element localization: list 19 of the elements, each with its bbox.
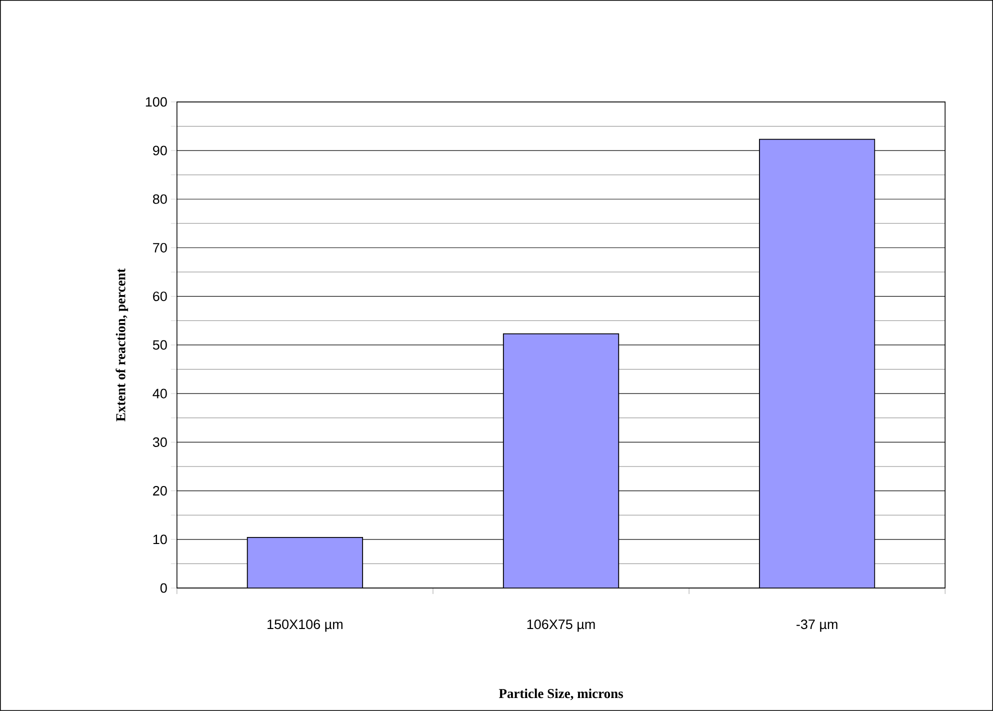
y-tick-label: 10 bbox=[153, 534, 167, 544]
y-tick-label: 60 bbox=[153, 292, 167, 302]
y-tick-label: 80 bbox=[152, 194, 167, 204]
x-axis-title: Particle Size, microns bbox=[498, 688, 624, 700]
x-tick-label: -37 µm bbox=[796, 620, 838, 632]
y-tick-label: 30 bbox=[152, 437, 167, 447]
y-tick-label: 50 bbox=[152, 340, 167, 350]
y-tick-label: 40 bbox=[152, 388, 167, 398]
x-tick-label: 106X75 µm bbox=[527, 620, 595, 632]
bar bbox=[502, 333, 620, 588]
bar bbox=[759, 138, 876, 588]
bar bbox=[246, 537, 364, 588]
y-tick-label: 90 bbox=[153, 146, 167, 156]
y-tick-label: 70 bbox=[153, 242, 167, 253]
x-tick-label: 150X106 µm bbox=[268, 620, 342, 632]
y-axis-title: Extent of reaction, percent bbox=[116, 268, 128, 422]
y-tick-label: 100 bbox=[146, 97, 167, 107]
y-tick-label: 20 bbox=[153, 486, 167, 496]
y-tick-label: 0 bbox=[160, 583, 167, 593]
